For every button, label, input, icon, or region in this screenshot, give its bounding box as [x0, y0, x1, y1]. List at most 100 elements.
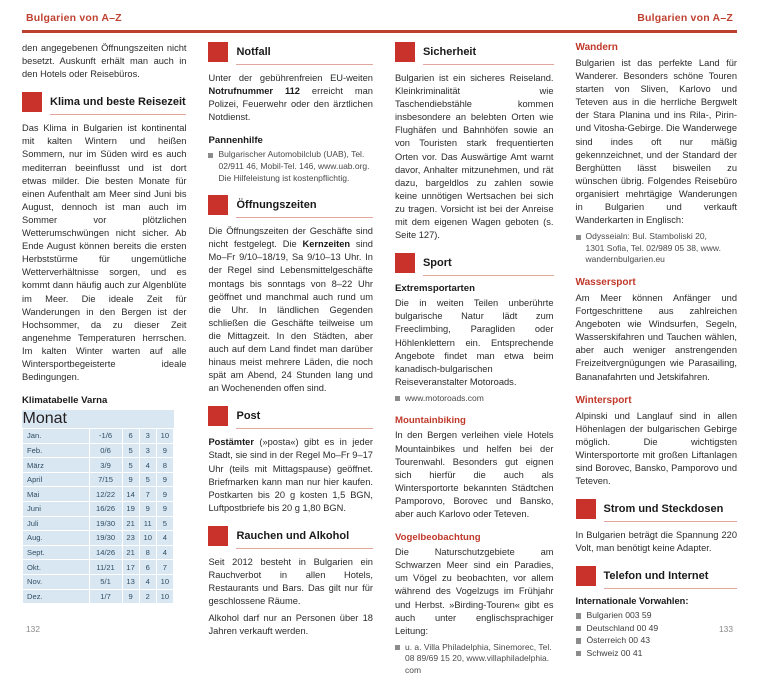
climate-cell-month: Mai — [22, 486, 90, 503]
guidebook-spread: Bulgarien von A–Z Bulgarien von A–Z den … — [0, 12, 759, 675]
section-header-klima: Klima und beste Reisezeit — [22, 92, 186, 113]
climate-table-body: Jan. -1/6 6 3 10 Feb. 0/6 5 3 9 März 3/9 5 4 8 April 7/1… — [22, 428, 175, 605]
section-marker-icon — [208, 406, 229, 427]
climate-cell-value: 0/6 — [88, 442, 123, 459]
climate-cell-value: 6 — [138, 559, 157, 575]
section-marker-icon — [575, 499, 596, 520]
climate-row: Juli 19/30 21 11 5 — [22, 515, 175, 532]
climate-table-title: Klimatabelle Varna — [22, 395, 108, 407]
running-head-row: Bulgarien von A–Z Bulgarien von A–Z — [0, 12, 759, 24]
folio-left: 132 — [26, 624, 40, 634]
section-rule — [422, 275, 554, 277]
section-rule — [236, 547, 373, 549]
oeffnung-text-pre: Die Öffnungszeiten der Geschäfte sind ni… — [208, 226, 373, 250]
climate-cell-value: 14/26 — [88, 544, 123, 561]
vorwahl-item: Österreich 00 43 — [575, 634, 738, 646]
climate-row: Dez. 1/7 9 2 10 — [22, 588, 175, 605]
section-title: Notfall — [236, 45, 271, 58]
climate-cell-value: 21 — [121, 544, 140, 561]
column-container: den angegebenen Öffnungszeiten nicht bes… — [22, 42, 738, 675]
notfall-number: Notrufnummer 112 — [208, 86, 300, 97]
climate-cell-value: 2 — [138, 588, 157, 605]
rauchen-body-2: Alkohol darf nur an Personen über 18 Jah… — [208, 613, 373, 637]
climate-cell-month: Jan. — [22, 428, 90, 444]
column-4: Wandern Bulgarien ist das perfekte Land … — [575, 42, 738, 658]
info-line: u. a. Villa Philadelphia, Sinemorec, Tel… — [394, 642, 554, 665]
oeffnung-text-post: sind Mo–Fr 9/10–18/19, Sa 9/10–13 Uhr. I… — [208, 239, 373, 394]
climate-cell-month: Feb. — [22, 442, 90, 459]
climate-cell-value: 4 — [155, 544, 175, 561]
wintersport-body: Alpinski und Langlauf sind in allen Höhe… — [575, 410, 738, 487]
subheading-wintersport: Wintersport — [575, 394, 632, 406]
info-line: Die Hilfeleistung ist kostenpflichtig. — [218, 172, 350, 183]
wandern-info-list: Odysseialn: Bul. Stamboliski 20, 1301 Sof… — [575, 231, 738, 266]
climate-cell-value: 6 — [121, 428, 140, 444]
climate-cell-value: 11 — [138, 515, 157, 532]
wassersport-body: Am Meer können Anfänger und Fortgeschrit… — [575, 293, 738, 382]
notfall-info-list: Bulgarischer Automobilclub (UAB), Tel. 0… — [208, 149, 372, 184]
section-header-oeffnungszeiten: Öffnungszeiten — [208, 195, 372, 216]
notfall-text-pre: Unter der gebührenfreien EU-weiten — [208, 73, 373, 83]
climate-cell-value: 4 — [138, 573, 157, 590]
vogelbeobachtung-body: Die Naturschutzgebiete am Schwarzen Meer… — [394, 547, 554, 636]
climate-cell-month: Dez. — [22, 588, 90, 605]
climate-cell-value: 10 — [155, 428, 175, 444]
climate-cell-value: 9 — [121, 588, 140, 605]
info-line: wandernbulgarien.eu — [585, 254, 665, 265]
section-marker-icon — [208, 195, 229, 216]
climate-cell-value: 19 — [121, 501, 140, 517]
climate-table-head: Monat — [23, 410, 174, 429]
notfall-body: Unter der gebührenfreien EU-weiten Notru… — [208, 72, 372, 124]
section-title: Strom und Steckdosen — [603, 503, 724, 516]
climate-cell-value: 5 — [155, 515, 175, 532]
climate-cell-value: 9 — [155, 501, 175, 517]
climate-cell-value: 9 — [138, 501, 157, 517]
climate-row: April 7/15 9 5 9 — [22, 471, 175, 488]
climate-cell-value: 23 — [121, 530, 140, 546]
climate-cell-month: März — [22, 457, 90, 473]
section-header-sicherheit: Sicherheit — [394, 42, 554, 62]
info-line: Odysseialn: Bul. Stamboliski 20, — [575, 231, 738, 243]
section-title: Sport — [422, 257, 452, 270]
subheading-wandern: Wandern — [575, 42, 618, 53]
section-marker-icon — [394, 253, 415, 274]
section-rule — [603, 588, 737, 590]
section-marker-icon — [208, 525, 229, 546]
climate-cell-value: 4 — [138, 457, 157, 473]
section-oeffnungszeiten: Öffnungszeiten Die Öffnungszeiten der Ge… — [208, 195, 373, 395]
section-telefon: Telefon und Internet Internationale Vorw… — [575, 566, 738, 659]
klima-body: Das Klima in Bulgarien ist kontinental m… — [22, 123, 187, 383]
vorwahl-item: Bulgarien 003 59 — [575, 609, 738, 621]
extremsport-info-list: www.motoroads.com — [394, 393, 554, 405]
wandern-body: Bulgarien ist das perfekte Land für Wand… — [575, 58, 738, 226]
climate-cell-value: 9 — [155, 442, 175, 459]
oeffnungszeiten-body: Die Öffnungszeiten der Geschäfte sind ni… — [208, 225, 372, 395]
climate-cell-value: 16/26 — [88, 501, 123, 517]
climate-cell-value: 3/9 — [88, 457, 123, 473]
subheading-extremsportarten: Extremsportarten — [394, 283, 475, 295]
section-strom: Strom und Steckdosen In Bulgarien beträg… — [575, 499, 738, 555]
running-head-right: Bulgarien von A–Z — [637, 12, 733, 24]
section-rule — [422, 64, 554, 65]
column-2: Notfall Unter der gebührenfreien EU-weit… — [208, 42, 373, 636]
section-header-telefon: Telefon und Internet — [575, 566, 738, 587]
subheading-mountainbiking: Mountainbiking — [394, 415, 466, 427]
section-header-post: Post — [208, 406, 372, 427]
section-rule — [236, 64, 373, 65]
section-title: Telefon und Internet — [603, 570, 709, 583]
post-body: Postämter (»posta«) gibt es in jeder Sta… — [208, 436, 372, 515]
climate-row: Okt. 11/21 17 6 7 — [22, 559, 175, 575]
climate-cell-value: 5 — [121, 442, 140, 459]
climate-row: März 3/9 5 4 8 — [22, 457, 175, 473]
climate-cell-value: 19/30 — [88, 530, 123, 546]
carryover-paragraph: den angegebenen Öffnungszeiten nicht bes… — [22, 43, 187, 80]
rauchen-body-1: Seit 2012 besteht in Bulgarien ein Rauch… — [208, 556, 373, 607]
climate-cell-value: 19/30 — [88, 515, 123, 532]
section-title: Öffnungszeiten — [236, 199, 317, 212]
climate-cell-value: 4 — [155, 530, 175, 546]
strom-body: In Bulgarien beträgt die Spannung 220 Vo… — [575, 530, 738, 554]
climate-cell-value: 10 — [138, 530, 157, 546]
section-title: Rauchen und Alkohol — [236, 529, 350, 542]
climate-cell-value: 5/1 — [88, 573, 123, 590]
climate-cell-value: 10 — [155, 573, 175, 590]
